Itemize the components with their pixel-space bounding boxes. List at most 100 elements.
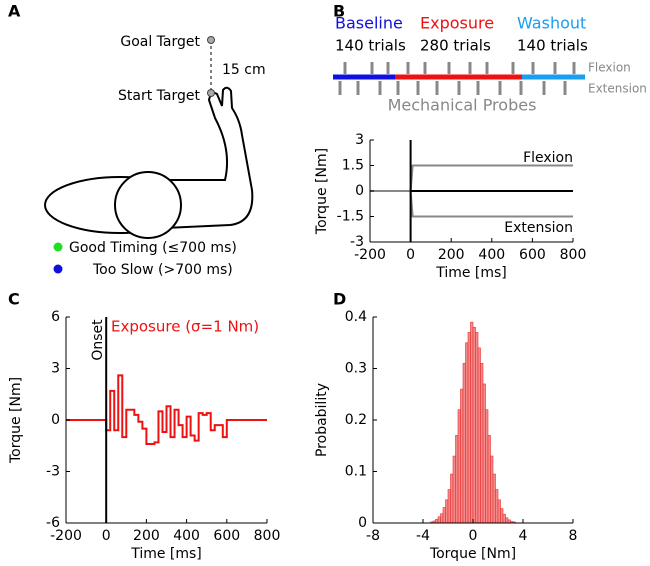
x-tick-label: -8 <box>366 528 380 544</box>
x-axis-label: Time [ms] <box>130 546 202 562</box>
x-tick-label: -4 <box>416 528 430 544</box>
y-axis-label: Torque [Nm] <box>8 377 24 464</box>
y-axis-label: Probability <box>314 383 330 457</box>
hist-bar <box>477 347 481 524</box>
x-tick-label: 400 <box>478 247 505 263</box>
panel-label: B <box>333 2 345 21</box>
hist-bar <box>450 473 454 524</box>
hist-bar <box>487 435 491 524</box>
hist-bar <box>455 435 459 524</box>
hist-bar <box>470 321 474 524</box>
x-axis-label: Torque [Nm] <box>429 546 516 562</box>
x-tick-label: 600 <box>519 247 546 263</box>
hist-bar <box>437 516 441 524</box>
line <box>370 190 573 218</box>
y-tick-label: 0.1 <box>345 464 367 480</box>
goal-target <box>207 36 215 44</box>
x-tick-label: 4 <box>519 528 528 544</box>
phase-name: Baseline <box>335 14 403 33</box>
goal-label: Goal Target <box>120 34 200 50</box>
x-tick-label: 8 <box>569 528 578 544</box>
x-tick-label: 0 <box>469 528 478 544</box>
legend-label: Too Slow (>700 ms) <box>92 262 233 278</box>
x-axis-label: Time [ms] <box>435 265 507 281</box>
phase-trials: 140 trials <box>517 37 588 55</box>
hist-bar <box>472 326 476 524</box>
panel-label: C <box>8 290 20 309</box>
series-label: Extension <box>504 220 573 236</box>
x-tick-label: 600 <box>213 528 240 544</box>
phase-name: Washout <box>517 14 586 33</box>
hist-bar <box>492 473 496 524</box>
y-tick-label: 0.2 <box>345 412 367 428</box>
annotation: Exposure (σ=1 Nm) <box>111 318 259 336</box>
y-tick-label: -3 <box>350 234 364 250</box>
legend-marker <box>53 264 63 274</box>
hist-bar <box>435 519 439 524</box>
y-tick-label: 6 <box>51 309 60 325</box>
panel-label: D <box>333 290 346 309</box>
y-tick-label: 1.5 <box>342 158 364 174</box>
hist-bar <box>440 513 444 524</box>
distance-label: 15 cm <box>222 62 266 78</box>
y-tick-label: 0 <box>358 515 367 531</box>
y-tick-label: -1.5 <box>337 209 364 225</box>
hist-bar <box>475 332 479 524</box>
hist-bar <box>465 342 469 524</box>
start-target <box>207 89 215 97</box>
y-tick-label: 0.3 <box>345 361 367 377</box>
hist-bar <box>467 332 471 524</box>
x-tick-label: 0 <box>102 528 111 544</box>
start-label: Start Target <box>118 88 200 104</box>
y-tick-label: 0 <box>355 183 364 199</box>
y-tick-label: 0.4 <box>345 309 367 325</box>
hist-bar <box>452 455 456 524</box>
probe-row-label: Flexion <box>588 61 631 75</box>
hist-bar <box>447 489 451 524</box>
panel-label: A <box>8 2 21 21</box>
hist-bar <box>457 409 461 524</box>
y-tick-label: -3 <box>46 464 60 480</box>
phase-trials: 280 trials <box>420 37 491 55</box>
series-label: Flexion <box>523 150 573 166</box>
legend-marker <box>53 242 63 252</box>
y-tick-label: -6 <box>46 515 60 531</box>
probes-label: Mechanical Probes <box>388 96 537 115</box>
hist-bar <box>462 363 466 524</box>
hist-bar <box>502 513 506 524</box>
legend-label: Good Timing (≤700 ms) <box>69 240 237 256</box>
probes <box>338 62 576 95</box>
arm <box>158 86 254 230</box>
x-tick-label: 200 <box>133 528 160 544</box>
phase-name: Exposure <box>420 14 494 33</box>
x-tick-label: 200 <box>438 247 465 263</box>
hist-bar <box>505 517 509 524</box>
phase-trials: 140 trials <box>335 37 406 55</box>
annotation: Onset <box>90 319 106 361</box>
y-tick-label: 3 <box>51 361 60 377</box>
head <box>114 171 182 239</box>
x-tick-label: 0 <box>406 247 415 263</box>
x-tick-label: 800 <box>560 247 587 263</box>
probe-row-label: Extension <box>588 82 647 96</box>
hist-bar <box>495 489 499 524</box>
hist-bar <box>460 388 464 524</box>
y-tick-label: 3 <box>355 132 364 148</box>
hist-bar <box>490 455 494 524</box>
hist-bar <box>497 499 501 524</box>
hist-bar <box>445 499 449 524</box>
y-tick-label: 0 <box>51 412 60 428</box>
x-tick-label: -200 <box>354 247 386 263</box>
line <box>370 164 573 192</box>
hist-bar <box>485 409 489 524</box>
x-tick-label: -200 <box>50 528 82 544</box>
step-line <box>66 374 267 446</box>
x-tick-label: 400 <box>173 528 200 544</box>
x-tick-label: 800 <box>254 528 281 544</box>
hist-bar <box>500 508 504 524</box>
hist-bar <box>442 507 446 524</box>
y-axis-label: Torque [Nm] <box>314 148 330 235</box>
hist-bar <box>480 363 484 524</box>
hist-bar <box>482 383 486 524</box>
